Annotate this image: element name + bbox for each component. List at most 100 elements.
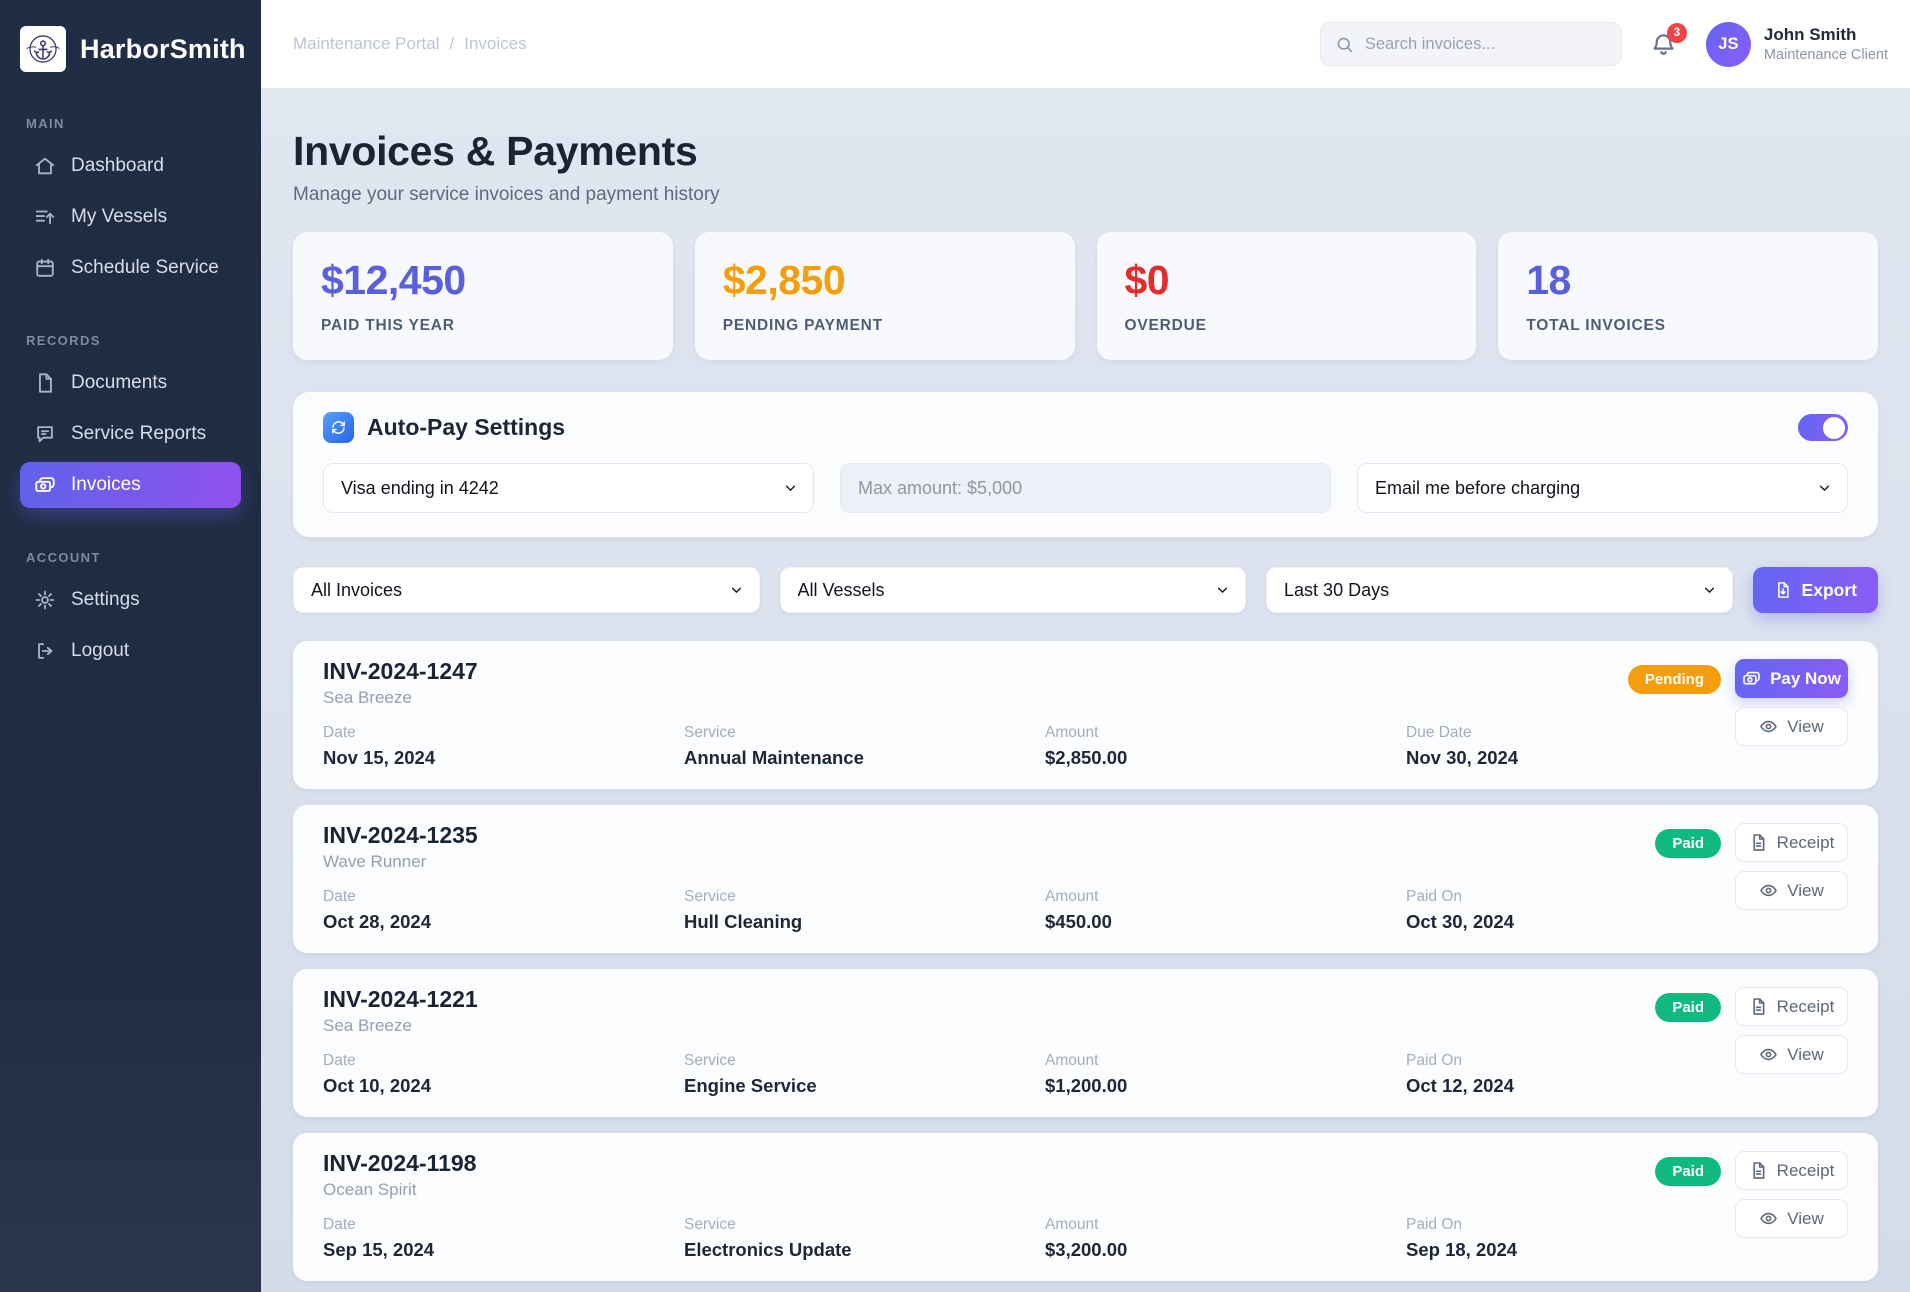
sidebar-section-label: RECORDS xyxy=(26,333,101,348)
status-badge: Paid xyxy=(1655,993,1721,1022)
search-box[interactable] xyxy=(1319,22,1622,66)
stats-row: $12,450 PAID THIS YEAR $2,850 PENDING PA… xyxy=(293,232,1878,360)
payment-method-select[interactable]: Visa ending in 4242 xyxy=(323,463,814,513)
max-amount-control xyxy=(840,463,1331,513)
autopay-card: Auto-Pay Settings Visa ending in 4242 xyxy=(293,392,1878,537)
notification-badge: 3 xyxy=(1666,23,1687,43)
receipt-icon xyxy=(1749,997,1768,1016)
stat-card: 18 TOTAL INVOICES xyxy=(1498,232,1878,360)
sidebar-item-logout[interactable]: Logout xyxy=(20,628,241,674)
field-label: Date xyxy=(323,1052,356,1069)
vessel-filter-select[interactable]: All Vessels xyxy=(779,567,1247,613)
field-label: Service xyxy=(684,1216,736,1233)
sidebar-item-settings[interactable]: Settings xyxy=(20,577,241,623)
field-value: Oct 30, 2024 xyxy=(1406,911,1514,932)
main-area: Maintenance Portal / Invoices 3 JS John … xyxy=(261,0,1910,1292)
field-label: Amount xyxy=(1045,1216,1099,1233)
status-badge: Paid xyxy=(1655,1157,1721,1186)
button-label: Receipt xyxy=(1776,1160,1835,1180)
receipt-icon xyxy=(1749,833,1768,852)
button-label: Receipt xyxy=(1776,832,1835,852)
invoice-field: Paid On Sep 18, 2024 xyxy=(1406,1216,1767,1261)
invoice-field: Amount $2,850.00 xyxy=(1045,724,1406,769)
avatar: JS xyxy=(1705,21,1751,67)
sidebar-item-invoices[interactable]: Invoices xyxy=(20,462,241,508)
view-button[interactable]: View xyxy=(1735,707,1848,746)
invoice-fields: Date Oct 10, 2024 Service Engine Service… xyxy=(323,1052,1848,1097)
invoice-fields: Date Nov 15, 2024 Service Annual Mainten… xyxy=(323,724,1848,769)
sidebar-item-service-reports[interactable]: Service Reports xyxy=(20,411,241,457)
field-label: Date xyxy=(323,1216,356,1233)
gear-icon xyxy=(34,589,56,611)
view-button[interactable]: View xyxy=(1735,1035,1848,1074)
field-label: Service xyxy=(684,724,736,741)
autopay-toggle[interactable] xyxy=(1798,414,1848,441)
field-value: $1,200.00 xyxy=(1045,1075,1128,1096)
field-value: $450.00 xyxy=(1045,911,1112,932)
view-button[interactable]: View xyxy=(1735,1199,1848,1238)
sidebar-section-label: ACCOUNT xyxy=(26,550,101,565)
sidebar-item-my-vessels[interactable]: My Vessels xyxy=(20,194,241,240)
invoice-vessel: Sea Breeze xyxy=(323,1016,412,1035)
sidebar-item-dashboard[interactable]: Dashboard xyxy=(20,143,241,189)
breadcrumb-portal[interactable]: Maintenance Portal xyxy=(293,34,440,53)
harborsmith-logo xyxy=(20,26,66,72)
brand-name: HarborSmith xyxy=(80,33,246,64)
user-menu[interactable]: JS John Smith Maintenance Client xyxy=(1705,21,1888,67)
button-label: View xyxy=(1787,880,1824,900)
field-value: $2,850.00 xyxy=(1045,747,1128,768)
field-value: Oct 12, 2024 xyxy=(1406,1075,1514,1096)
document-icon xyxy=(34,372,56,394)
invoice-actions: Pay Now View xyxy=(1735,659,1848,746)
file-export-icon xyxy=(1774,581,1792,599)
stat-card: $12,450 PAID THIS YEAR xyxy=(293,232,673,360)
autopay-controls: Visa ending in 4242 Email me before char… xyxy=(323,463,1848,513)
filter-bar: All Invoices All Vessels Last 30 Days Ex… xyxy=(293,567,1878,613)
invoice-fields: Date Sep 15, 2024 Service Electronics Up… xyxy=(323,1216,1848,1261)
max-amount-input[interactable] xyxy=(840,463,1331,513)
invoice-field: Amount $1,200.00 xyxy=(1045,1052,1406,1097)
date-filter-select[interactable]: Last 30 Days xyxy=(1266,567,1733,613)
invoice-actions: Receipt View xyxy=(1735,1151,1848,1238)
invoice-vessel: Wave Runner xyxy=(323,852,427,871)
button-label: Pay Now xyxy=(1770,668,1841,688)
invoice-field: Amount $3,200.00 xyxy=(1045,1216,1406,1261)
breadcrumb-invoices[interactable]: Invoices xyxy=(464,34,527,53)
stat-label: TOTAL INVOICES xyxy=(1526,317,1666,334)
notifications-button[interactable]: 3 xyxy=(1650,23,1687,58)
field-label: Date xyxy=(323,888,356,905)
bell-icon xyxy=(1650,30,1678,57)
export-button[interactable]: Export xyxy=(1752,567,1878,613)
breadcrumb: Maintenance Portal / Invoices xyxy=(293,34,527,54)
search-input[interactable] xyxy=(1364,34,1607,54)
invoice-vessel: Ocean Spirit xyxy=(323,1180,417,1199)
field-value: Oct 10, 2024 xyxy=(323,1075,431,1096)
topbar: Maintenance Portal / Invoices 3 JS John … xyxy=(261,0,1910,88)
stat-value: 18 xyxy=(1526,257,1571,303)
status-badge: Pending xyxy=(1627,665,1721,694)
topbar-right: 3 JS John Smith Maintenance Client xyxy=(1319,21,1888,67)
receipt-button[interactable]: Receipt xyxy=(1735,987,1848,1026)
invoice-field: Date Sep 15, 2024 xyxy=(323,1216,684,1261)
invoice-card: INV-2024-1247 Sea Breeze Date Nov 15, 20… xyxy=(293,641,1878,789)
field-value: $3,200.00 xyxy=(1045,1239,1128,1260)
user-meta: John Smith Maintenance Client xyxy=(1764,25,1888,63)
sidebar-item-schedule-service[interactable]: Schedule Service xyxy=(20,245,241,291)
payment-method-control: Visa ending in 4242 xyxy=(323,463,814,513)
sidebar-item-documents[interactable]: Documents xyxy=(20,360,241,406)
invoice-field: Paid On Oct 30, 2024 xyxy=(1406,888,1767,933)
notify-option-select[interactable]: Email me before charging xyxy=(1357,463,1848,513)
view-button[interactable]: View xyxy=(1735,871,1848,910)
field-label: Paid On xyxy=(1406,1216,1463,1233)
receipt-button[interactable]: Receipt xyxy=(1735,823,1848,862)
user-name: John Smith xyxy=(1763,25,1857,44)
report-icon xyxy=(34,423,56,445)
sidebar-item-label: Logout xyxy=(71,640,130,661)
invoice-vessel: Sea Breeze xyxy=(323,688,412,707)
invoice-field: Date Nov 15, 2024 xyxy=(323,724,684,769)
sidebar-section-label: MAIN xyxy=(26,116,65,131)
field-value: Oct 28, 2024 xyxy=(323,911,431,932)
receipt-button[interactable]: Receipt xyxy=(1735,1151,1848,1190)
pay-now-button[interactable]: Pay Now xyxy=(1735,659,1848,698)
invoice-filter-select[interactable]: All Invoices xyxy=(293,567,760,613)
